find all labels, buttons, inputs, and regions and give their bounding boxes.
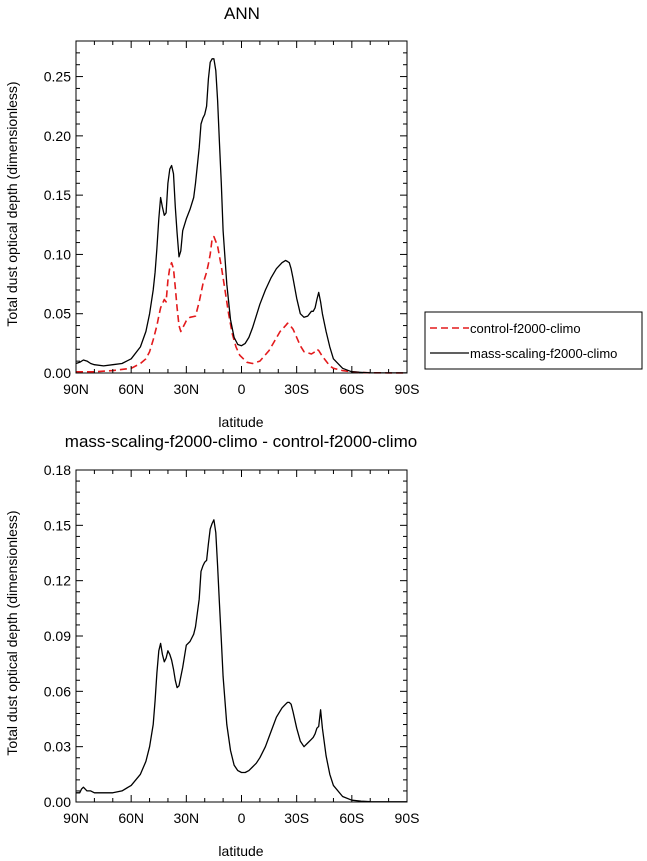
x-tick-label: 90S [395, 810, 420, 826]
y-tick-label: 0.18 [44, 462, 71, 478]
legend-label-mass-scaling: mass-scaling-f2000-climo [470, 346, 617, 361]
x-tick-label: 30S [284, 810, 309, 826]
plot-frame [75, 469, 408, 803]
x-axis-label: latitude [218, 843, 263, 859]
x-tick-label: 90S [395, 381, 420, 397]
x-tick-label: 60S [339, 381, 364, 397]
x-tick-label: 0 [238, 810, 246, 826]
chart-bottom: mass-scaling-f2000-climo - control-f2000… [4, 432, 419, 859]
series-line-control [76, 235, 407, 374]
series-line-mass-scaling [75, 58, 407, 374]
x-tick-label: 0 [238, 381, 246, 397]
legend-label-control: control-f2000-climo [470, 321, 581, 336]
y-tick-label: 0.05 [44, 306, 71, 322]
y-tick-label: 0.00 [44, 794, 71, 810]
y-tick-label: 0.03 [44, 739, 71, 755]
plot-frame [75, 40, 408, 374]
y-tick-label: 0.25 [44, 69, 71, 85]
x-tick-label: 30N [173, 381, 199, 397]
chart-top: ANN 90N 60N 30N 0 30S 60S 90S 0.00 0.05 0.10 0.15… [4, 4, 419, 430]
chart-title: ANN [224, 4, 260, 23]
y-tick-label: 0.15 [44, 187, 71, 203]
x-tick-label: 60N [118, 810, 144, 826]
x-tick-label: 30N [173, 810, 199, 826]
x-axis-label: latitude [218, 414, 263, 430]
x-tick-label: 90N [63, 810, 89, 826]
x-tick-label: 90N [63, 381, 89, 397]
y-tick-label: 0.00 [44, 365, 71, 381]
x-tick-label: 60S [339, 810, 364, 826]
chart-title: mass-scaling-f2000-climo - control-f2000… [65, 432, 417, 451]
y-tick-label: 0.15 [44, 517, 71, 533]
y-tick-label: 0.12 [44, 573, 71, 589]
series-line-mass-scaling [76, 519, 407, 803]
y-tick-label: 0.10 [44, 246, 71, 262]
legend-box [424, 311, 643, 370]
x-tick-label: 60N [118, 381, 144, 397]
y-axis-label: Total dust optical depth (dimensionless) [4, 510, 20, 755]
y-axis-label: Total dust optical depth (dimensionless) [4, 81, 20, 326]
legend: control-f2000-climo mass-scaling-f2000-c… [424, 311, 643, 370]
y-tick-label: 0.09 [44, 628, 71, 644]
x-tick-label: 30S [284, 381, 309, 397]
y-tick-label: 0.20 [44, 128, 71, 144]
y-tick-label: 0.06 [44, 683, 71, 699]
